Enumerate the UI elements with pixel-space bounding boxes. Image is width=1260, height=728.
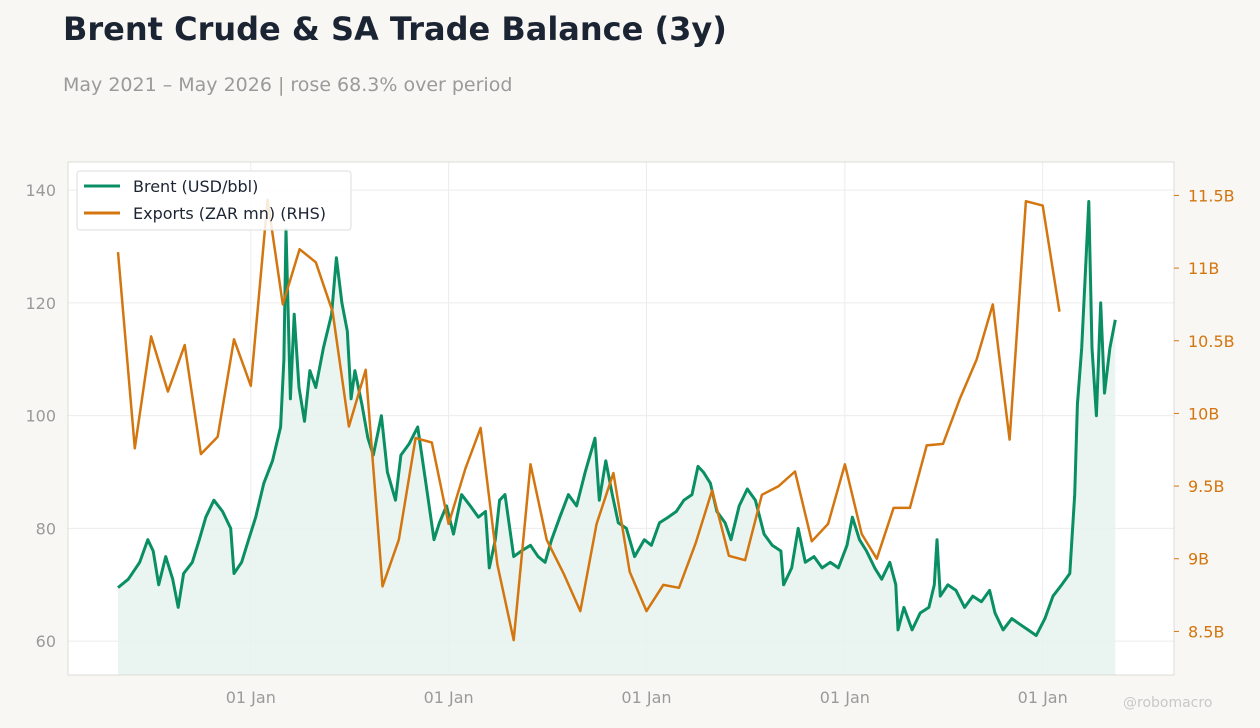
chart-subtitle: May 2021 – May 2026 | rose 68.3% over pe… xyxy=(63,74,513,96)
x-tick-label: 01 Jan xyxy=(1018,688,1068,707)
plot-frame xyxy=(67,161,1175,676)
right-tick-label: 10B xyxy=(1188,404,1219,423)
legend: Brent (USD/bbl) Exports (ZAR mn) (RHS) xyxy=(76,170,352,231)
right-tick-label: 9B xyxy=(1188,550,1209,569)
left-axis-ticks: 60 80 100 120 140 xyxy=(25,181,56,651)
right-tick-label: 11.5B xyxy=(1188,186,1235,205)
chart-title: Brent Crude & SA Trade Balance (3y) xyxy=(63,10,727,48)
x-axis-ticks: 01 Jan 01 Jan 01 Jan 01 Jan 01 Jan xyxy=(226,688,1068,707)
x-tick-label: 01 Jan xyxy=(820,688,870,707)
right-tick-label: 8.5B xyxy=(1188,622,1224,641)
left-tick-label: 140 xyxy=(25,181,56,200)
x-tick-label: 01 Jan xyxy=(621,688,671,707)
right-axis-ticks: 8.5B 9B 9.5B 10B 10.5B 11B 11.5B xyxy=(1174,186,1235,641)
brent-area-fill xyxy=(118,201,1116,675)
right-tick-label: 11B xyxy=(1188,259,1219,278)
left-tick-label: 80 xyxy=(36,519,56,538)
exports-series-line xyxy=(116,198,1061,642)
left-tick-label: 120 xyxy=(25,294,56,313)
legend-label-exports: Exports (ZAR mn) (RHS) xyxy=(133,204,326,223)
watermark: @robomacro xyxy=(1123,695,1213,711)
left-tick-label: 60 xyxy=(36,632,56,651)
x-tick-label: 01 Jan xyxy=(424,688,474,707)
x-tick-label: 01 Jan xyxy=(226,688,276,707)
legend-label-brent: Brent (USD/bbl) xyxy=(133,177,258,196)
legend-box xyxy=(76,170,352,231)
right-tick-label: 10.5B xyxy=(1188,332,1235,351)
left-tick-label: 100 xyxy=(25,407,56,426)
right-tick-label: 9.5B xyxy=(1188,477,1224,496)
